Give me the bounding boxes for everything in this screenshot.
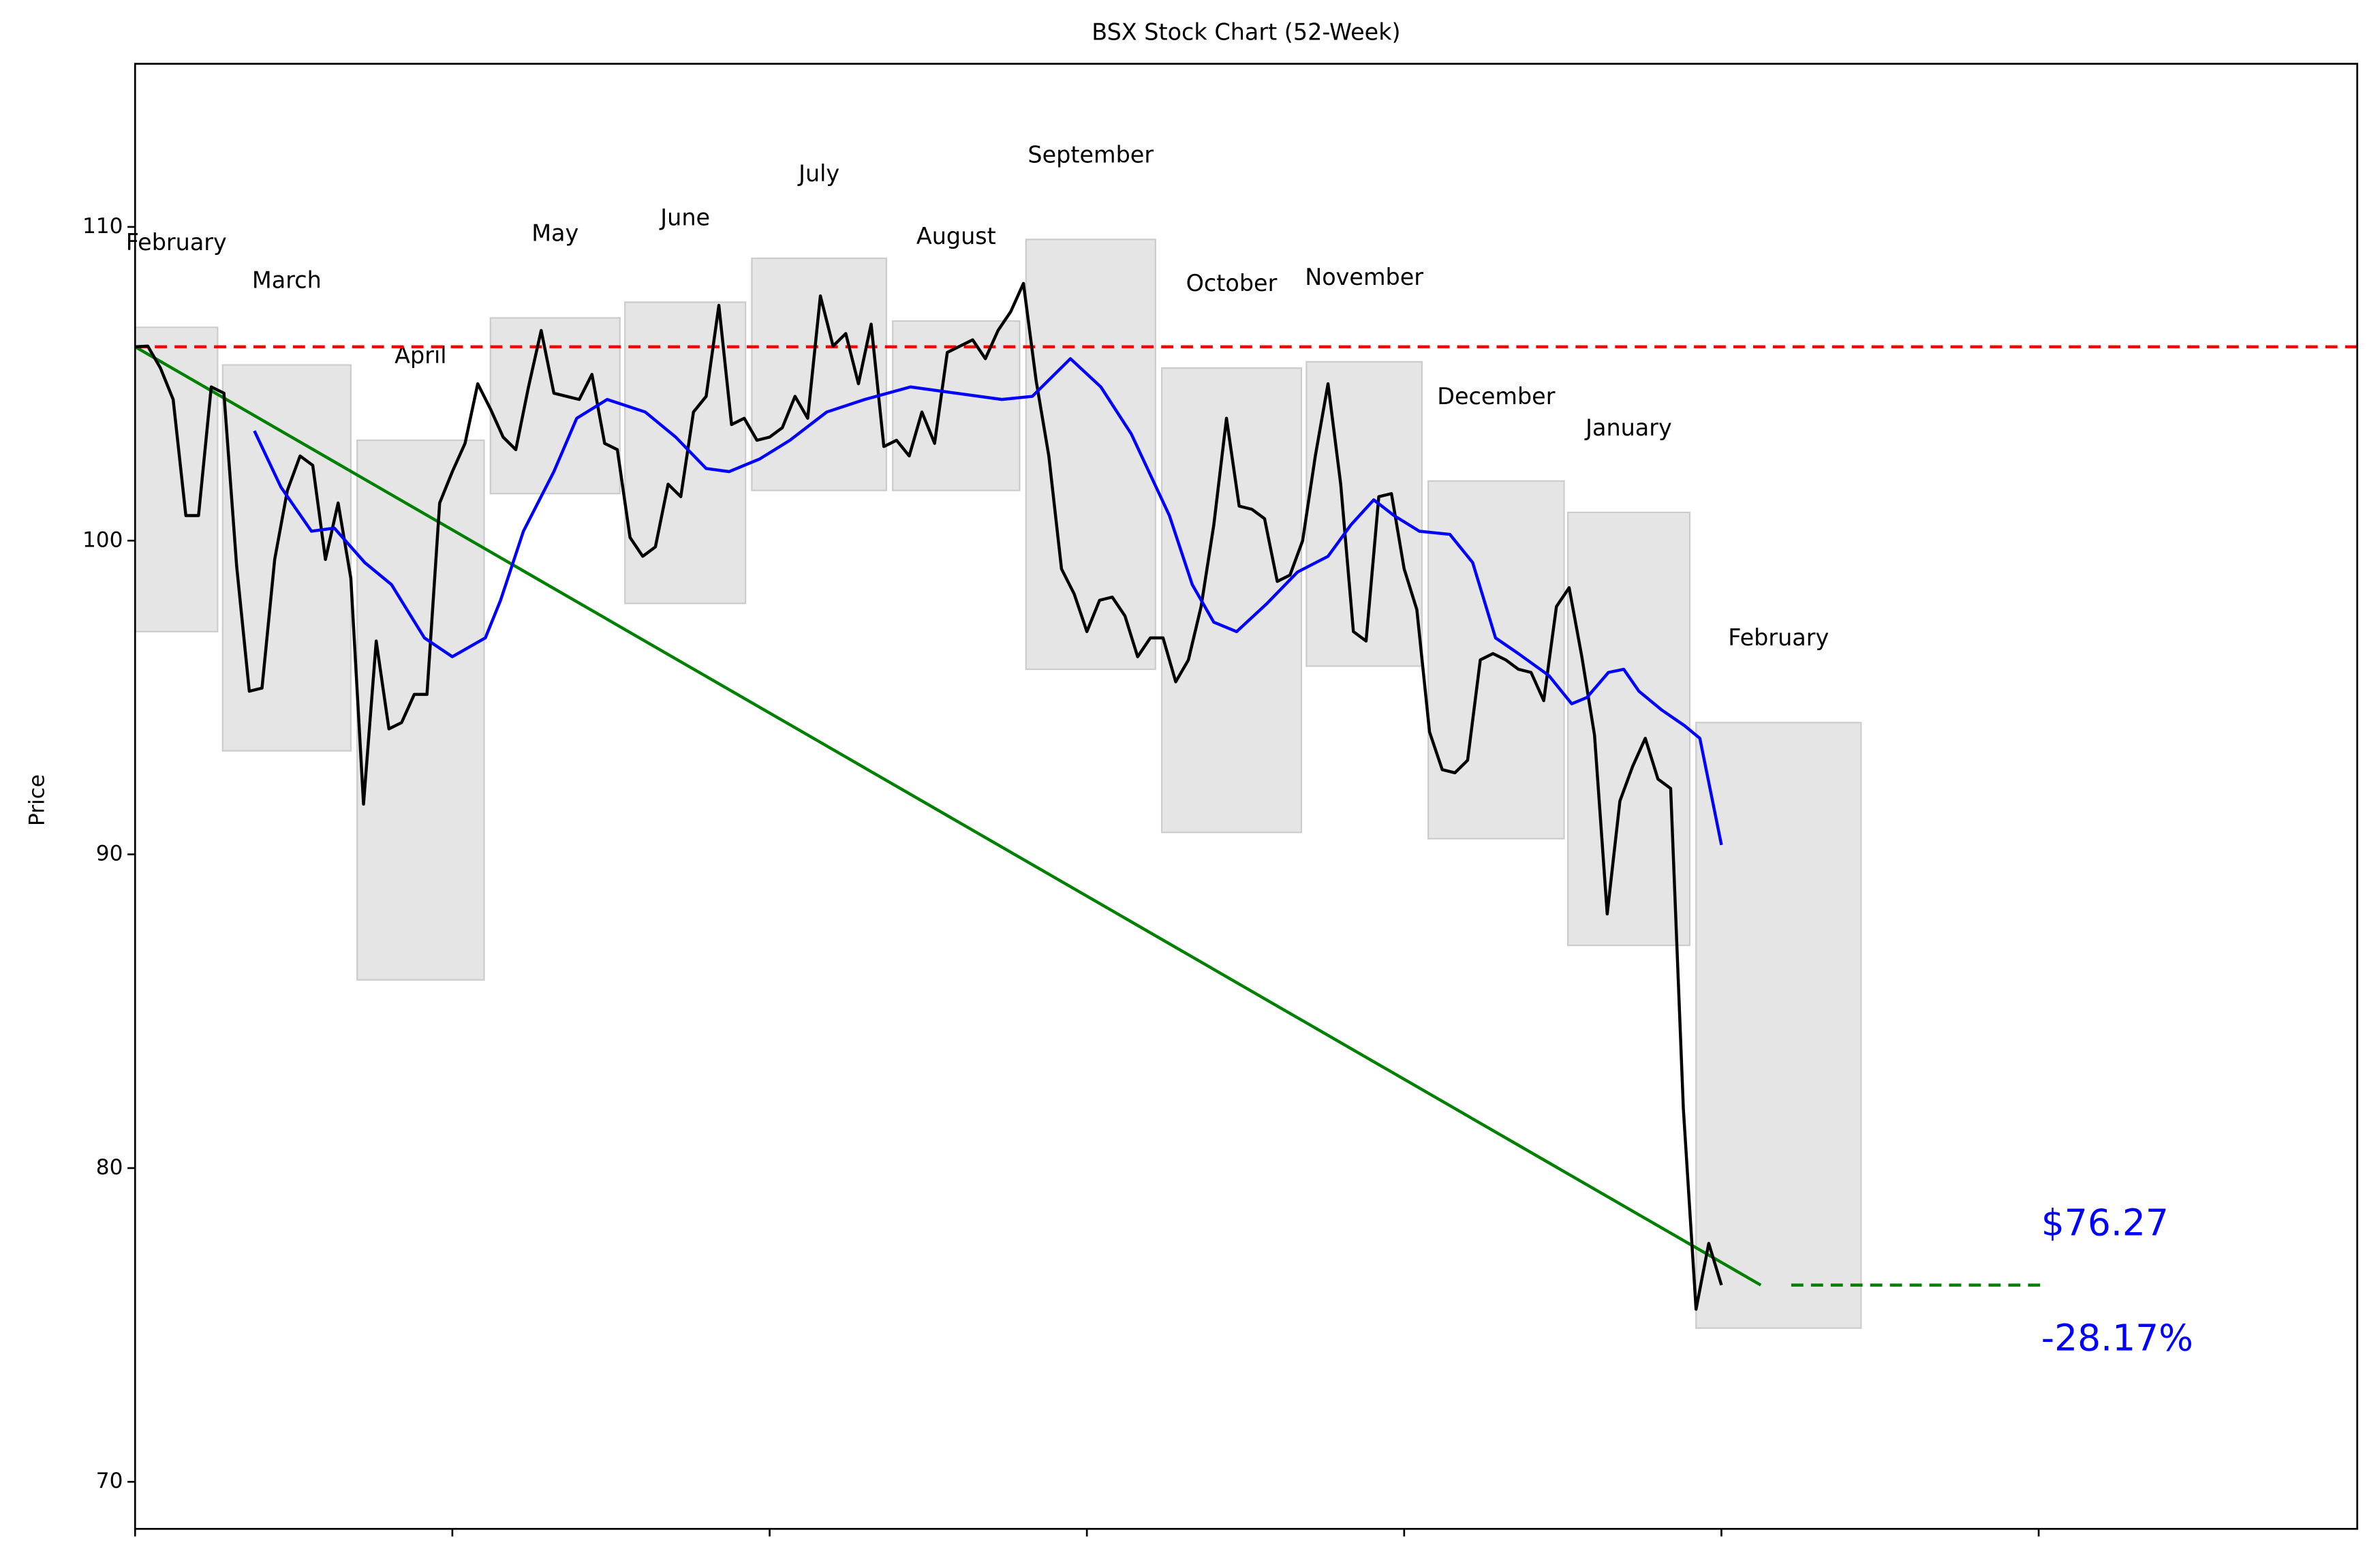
month-box [1160,367,1303,833]
month-label: September [1027,141,1154,168]
month-box [1566,511,1690,947]
month-box [1695,722,1862,1329]
annotation: $76.27 [2041,1201,2169,1244]
month-box [221,364,352,752]
moving-average-line [253,357,1723,846]
y-tick-label: 100 [82,527,123,552]
plot-frame [134,63,2358,1530]
annotation: -28.17% [2041,1317,2193,1360]
month-label: June [659,204,710,230]
y-axis-label: Price [25,774,50,826]
y-tick-label: 70 [96,1469,123,1493]
month-label: March [252,266,322,293]
month-label: February [126,229,227,256]
y-tick-label: 80 [96,1155,123,1180]
y-tick-label: 110 [82,214,123,239]
month-label: February [1728,624,1829,651]
month-box [1427,480,1565,840]
month-box [356,439,485,981]
month-label: May [531,219,578,246]
month-label: October [1186,270,1278,296]
month-label: November [1305,264,1423,290]
y-tick-label: 90 [96,842,123,866]
price-line [135,281,1723,1311]
month-box [1305,361,1423,667]
month-box [134,326,219,632]
chart-title: BSX Stock Chart (52-Week) [1092,19,1400,46]
month-label: December [1437,383,1555,410]
trend-line [134,345,1762,1287]
month-label: January [1584,414,1672,441]
month-box [1025,239,1156,671]
month-box [751,257,888,491]
month-label: August [916,223,996,249]
month-label: July [797,160,839,187]
